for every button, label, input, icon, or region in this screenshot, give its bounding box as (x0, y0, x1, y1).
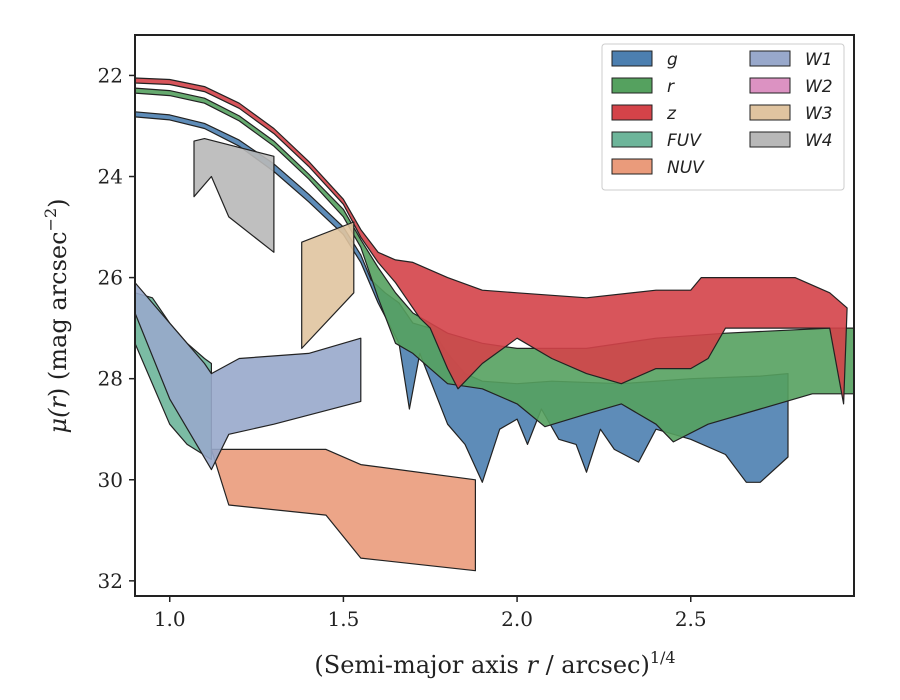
legend-entries: grz FUV NUV W1 W2 W3 W4 (611, 50, 833, 178)
legend-label-fuv: FUV (667, 131, 702, 151)
y-tick-label: 26 (98, 266, 123, 290)
legend-swatch-w1 (749, 50, 791, 67)
series-band-nuv (210, 448, 476, 572)
legend-swatch-g (611, 50, 653, 67)
legend-swatch-z (611, 104, 653, 121)
series-band-z (135, 77, 848, 405)
x-tick-label: 2.0 (501, 607, 533, 631)
legend-swatch-nuv (611, 158, 653, 175)
legend-swatch-w2 (749, 77, 791, 94)
legend: grz FUV NUV W1 W2 W3 W4 (601, 43, 845, 191)
x-tick-label: 2.5 (675, 607, 707, 631)
legend-label-z: z (666, 104, 677, 124)
y-tick-label: 22 (98, 63, 123, 87)
legend-swatch-fuv (611, 131, 653, 148)
y-tick-label: 24 (98, 165, 123, 189)
legend-label-nuv: NUV (667, 158, 705, 178)
series-layer (135, 77, 854, 572)
series-band-w4 (193, 138, 275, 253)
series-band-w3 (301, 221, 355, 349)
legend-swatch-w4 (749, 131, 791, 148)
x-tick-label: 1.0 (154, 607, 186, 631)
y-axis-ticks: 22 24 26 28 30 32 (98, 63, 135, 593)
legend-label-r: r (667, 77, 675, 97)
plot-frame (134, 34, 855, 597)
legend-swatch-w3 (749, 104, 791, 121)
legend-label-g: g (667, 50, 678, 70)
x-tick-label: 1.5 (327, 607, 359, 631)
legend-label-w2: W2 (805, 77, 833, 97)
series-band-w1 (135, 282, 362, 471)
x-axis-ticks: 1.0 1.5 2.0 2.5 (154, 596, 707, 631)
legend-swatch-r (611, 77, 653, 94)
y-tick-label: 30 (98, 468, 123, 492)
y-tick-label: 32 (98, 569, 123, 593)
y-axis-label: μ(r) (mag arcsec−2) (41, 198, 72, 433)
y-tick-label: 28 (98, 367, 123, 391)
legend-label-w3: W3 (805, 104, 833, 124)
legend-label-w4: W4 (805, 131, 833, 151)
x-axis-label: (Semi-major axis r / arcsec)1/4 (314, 648, 675, 679)
legend-label-w1: W1 (805, 50, 833, 70)
